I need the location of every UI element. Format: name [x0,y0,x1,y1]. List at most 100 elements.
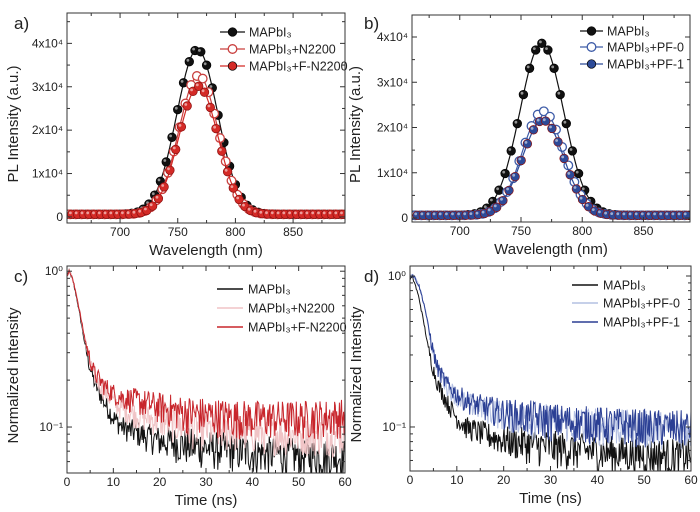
marker-highlight [532,47,536,50]
marker-highlight [126,211,130,215]
marker-highlight [530,126,534,130]
marker-highlight [640,212,644,216]
data-point [538,106,549,117]
y-tick-label: 3x10⁴ [32,80,63,94]
data-point [215,133,225,144]
legend-label: MAPbI₃+N2200 [249,43,336,57]
marker-highlight [569,148,573,151]
y-tick-label: 2x10⁴ [32,123,63,137]
x-tick-label: 40 [246,475,260,489]
marker-highlight [149,203,153,207]
marker-highlight [469,212,473,216]
data-point [205,102,215,113]
marker-highlight [610,212,614,216]
legend-label: MAPbI₃ [607,25,650,39]
marker-highlight [224,168,228,172]
marker-highlight [219,148,222,152]
marker-highlight [180,80,184,83]
marker-highlight [481,210,485,214]
data-point [547,123,557,134]
data-point [492,202,502,212]
legend-label: MAPbI₃ [248,283,291,297]
marker-highlight [508,148,512,151]
data-point [555,89,565,100]
marker-highlight [647,212,650,216]
series-line [67,268,345,440]
marker-highlight [86,211,90,215]
marker-highlight [92,211,95,215]
data-point [531,45,541,55]
y-tick-label: 1x10⁴ [377,166,408,180]
data-point [549,63,559,73]
marker-highlight [138,209,142,213]
panel-b: 700 750 800 850 0 1x10⁴ 2x10⁴ 3x10⁴ 4x10⁴ Wavelen… [347,14,691,258]
data-point [184,57,194,67]
x-tick-label: 60 [338,475,352,489]
legend: MAPbI₃ MAPbI₃+PF-0 MAPbI₃+PF-1 [580,25,684,72]
marker-highlight [604,211,607,215]
marker-highlight [545,47,548,50]
marker-highlight [490,198,493,202]
data-point [528,125,539,135]
marker-highlight [207,104,211,108]
x-tick-label: 30 [544,473,558,487]
data-point [147,201,158,211]
marker-highlight [524,141,528,144]
panel-c: 0 10 20 30 40 50 60 10⁰ 10⁻¹ Time (ns) Normalized … [5,264,352,509]
marker-highlight [253,209,257,213]
marker-highlight [288,211,291,215]
marker-highlight [265,211,268,215]
y-tick-label: 0 [56,210,63,224]
data-point [573,168,584,179]
axes-frame [411,14,691,223]
data-point [165,165,175,175]
plot-area [67,45,345,220]
marker-highlight [555,139,558,142]
marker-highlight [628,212,632,216]
marker-highlight [186,58,190,62]
data-point [498,195,508,206]
marker-highlight [132,210,136,214]
marker-highlight [259,210,263,214]
marker-highlight [242,203,245,207]
series-1 [412,106,690,221]
marker-highlight [282,211,286,215]
data-point [577,194,588,205]
data-point [524,63,535,73]
marker-highlight [563,120,567,124]
marker-highlight [506,187,509,191]
marker-highlight [74,211,78,215]
marker-highlight [192,47,196,51]
marker-highlight [432,212,436,216]
data-point [159,182,169,192]
marker-highlight [167,167,170,171]
y-tick-label: 0 [401,211,408,225]
y-tick-label: 10⁻¹ [382,420,406,434]
x-tick-label: 700 [450,224,470,238]
legend-label: MAPbI₃+PF-0 [607,41,684,55]
marker-highlight [518,157,522,161]
marker-highlight [526,65,530,69]
marker-highlight [334,211,338,215]
data-point [153,193,164,204]
data-point [541,116,551,126]
marker-highlight [581,187,585,191]
marker-highlight [155,195,159,199]
legend-marker [586,59,597,69]
data-point [217,146,227,156]
marker-highlight [677,212,681,216]
marker-highlight [426,212,430,216]
marker-highlight [299,211,303,215]
marker-highlight [328,211,332,215]
marker-highlight [567,172,571,175]
y-tick-label: 1x10⁴ [32,167,63,181]
marker-highlight [493,204,497,208]
marker-highlight [573,186,577,189]
panel-label: d) [364,267,379,286]
x-tick-label: 20 [497,473,511,487]
marker-highlight [414,212,418,216]
data-point [504,185,514,196]
data-point [500,168,510,179]
marker-highlight [190,88,194,92]
